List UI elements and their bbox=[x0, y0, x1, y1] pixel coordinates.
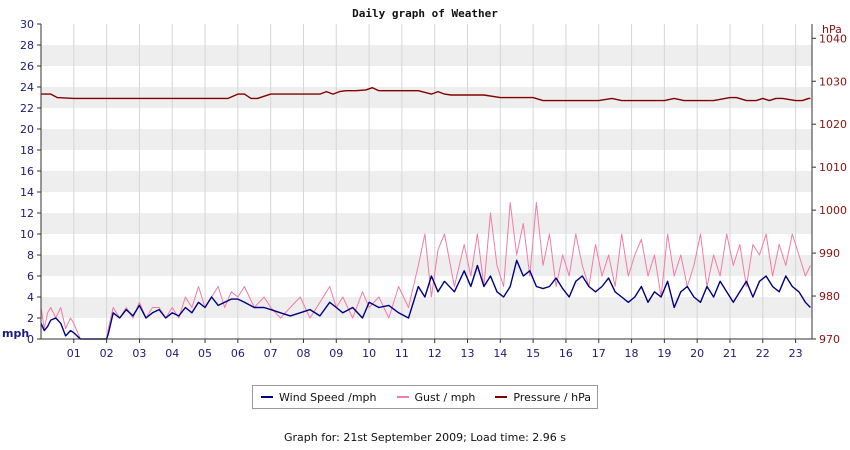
left-tick-label: 6 bbox=[27, 270, 34, 283]
legend-label-wind: Wind Speed /mph bbox=[279, 390, 377, 404]
right-tick-label: 970 bbox=[819, 333, 840, 346]
legend-swatch-gust bbox=[396, 396, 409, 398]
grid-band bbox=[41, 255, 812, 276]
grid-band bbox=[41, 171, 812, 192]
x-tick-label: 23 bbox=[789, 347, 803, 360]
grid-band bbox=[41, 87, 812, 108]
x-tick-label: 21 bbox=[723, 347, 737, 360]
left-tick-label: 4 bbox=[27, 291, 34, 304]
left-axis-label: mph bbox=[2, 327, 29, 340]
left-tick-label: 28 bbox=[20, 39, 34, 52]
x-tick-label: 15 bbox=[526, 347, 540, 360]
x-tick-label: 12 bbox=[428, 347, 442, 360]
right-tick-label: 1040 bbox=[819, 32, 847, 45]
left-tick-label: 14 bbox=[20, 186, 34, 199]
right-axis-label: hPa bbox=[822, 23, 842, 36]
x-tick-label: 02 bbox=[100, 347, 114, 360]
left-tick-label: 22 bbox=[20, 102, 34, 115]
series-line-pressure bbox=[41, 86, 811, 102]
chart-title: Daily graph of Weather bbox=[352, 7, 498, 20]
legend-label-gust: Gust / mph bbox=[414, 390, 476, 404]
x-tick-label: 20 bbox=[690, 347, 704, 360]
legend: Wind Speed /mph Gust / mph Pressure / hP… bbox=[252, 385, 598, 409]
x-tick-label: 14 bbox=[493, 347, 507, 360]
series-line-gust bbox=[40, 202, 811, 340]
grid-band bbox=[41, 213, 812, 234]
right-tick-label: 1010 bbox=[819, 161, 847, 174]
legend-swatch-pressure bbox=[495, 396, 508, 398]
x-tick-label: 01 bbox=[67, 347, 81, 360]
right-tick-label: 1000 bbox=[819, 204, 847, 217]
x-tick-label: 19 bbox=[657, 347, 671, 360]
legend-label-pressure: Pressure / hPa bbox=[513, 390, 591, 404]
x-tick-label: 16 bbox=[559, 347, 573, 360]
x-tick-label: 07 bbox=[264, 347, 278, 360]
series-line-wind-speed bbox=[40, 259, 811, 340]
axes bbox=[40, 24, 813, 340]
left-tick-label: 26 bbox=[20, 60, 34, 73]
left-tick-label: 12 bbox=[20, 207, 34, 220]
left-tick-label: 10 bbox=[20, 228, 34, 241]
x-tick-label: 08 bbox=[296, 347, 310, 360]
x-tick-label: 03 bbox=[132, 347, 146, 360]
legend-item-wind: Wind Speed /mph bbox=[261, 391, 377, 404]
grid-band bbox=[41, 297, 812, 318]
right-tick-label: 1030 bbox=[819, 75, 847, 88]
x-tick-label: 22 bbox=[756, 347, 770, 360]
right-tick-label: 990 bbox=[819, 247, 840, 260]
left-tick-label: 20 bbox=[20, 123, 34, 136]
left-tick-label: 18 bbox=[20, 144, 34, 157]
left-tick-label: 30 bbox=[20, 18, 34, 31]
grid-band bbox=[41, 129, 812, 150]
x-tick-label: 10 bbox=[362, 347, 376, 360]
x-tick-label: 11 bbox=[395, 347, 409, 360]
left-tick-label: 24 bbox=[20, 81, 34, 94]
left-tick-label: 8 bbox=[27, 249, 34, 262]
x-tick-label: 06 bbox=[231, 347, 245, 360]
x-tick-label: 17 bbox=[592, 347, 606, 360]
left-tick-label: 2 bbox=[27, 312, 34, 325]
grid-band bbox=[41, 45, 812, 66]
left-tick-label: 0 bbox=[27, 333, 34, 346]
vertical-gridlines bbox=[73, 24, 797, 339]
left-tick-label: 16 bbox=[20, 165, 34, 178]
series-layer bbox=[40, 86, 811, 340]
x-tick-label: 13 bbox=[461, 347, 475, 360]
x-axis-ticks: 01 02 03 04 05 06 07 08 09 10 11 12 13 14 15 16 17 18 19 20… bbox=[67, 339, 803, 360]
x-tick-label: 04 bbox=[165, 347, 179, 360]
right-tick-label: 1020 bbox=[819, 118, 847, 131]
grid-bands bbox=[41, 45, 812, 318]
legend-item-pressure: Pressure / hPa bbox=[495, 391, 591, 404]
legend-item-gust: Gust / mph bbox=[396, 390, 476, 404]
legend-swatch-wind bbox=[261, 396, 273, 398]
x-tick-label: 18 bbox=[625, 347, 639, 360]
right-tick-label: 980 bbox=[819, 290, 840, 303]
right-axis-ticks: 970 980 990 1000 1010 1020 1030 1040 bbox=[812, 32, 847, 346]
footer-text: Graph for: 21st September 2009; Load tim… bbox=[283, 431, 567, 444]
x-tick-label: 05 bbox=[198, 347, 212, 360]
x-tick-label: 09 bbox=[329, 347, 343, 360]
